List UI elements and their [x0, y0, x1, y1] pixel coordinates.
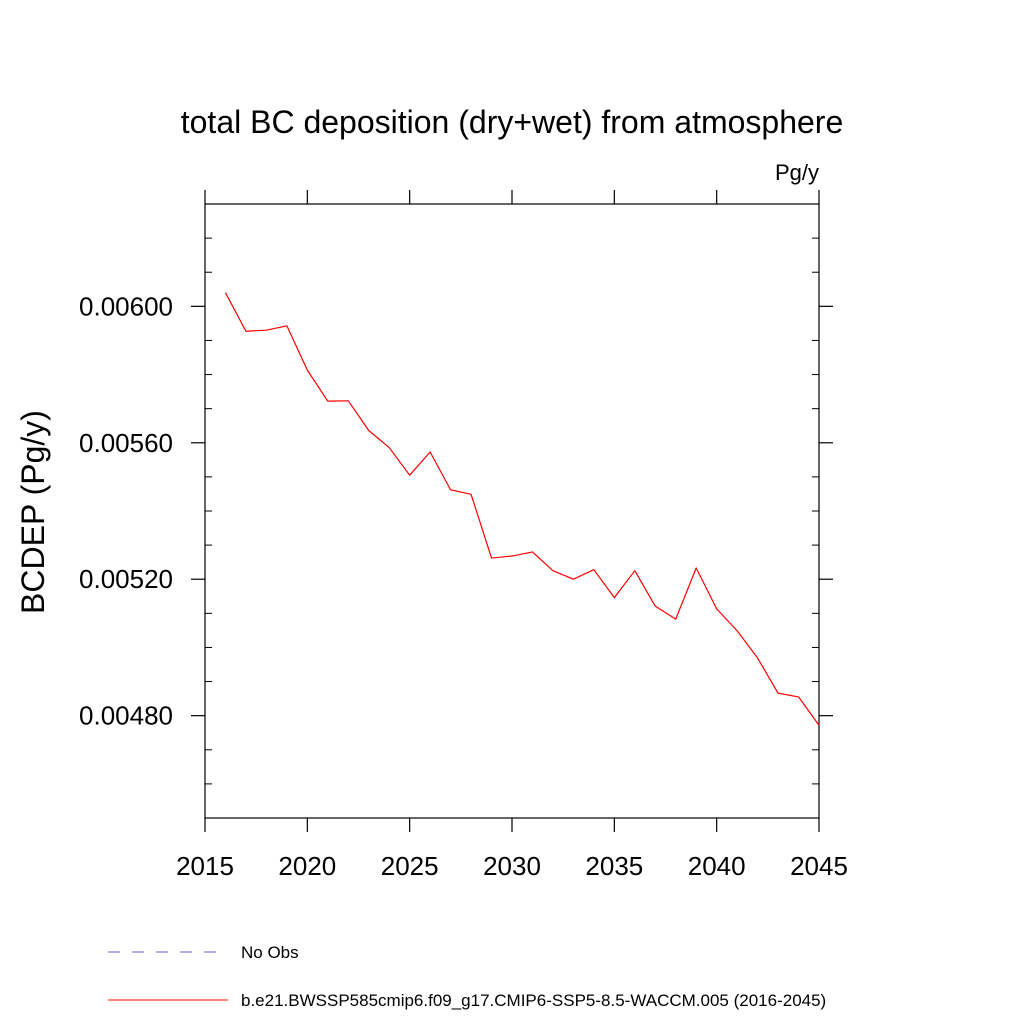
x-tick-label: 2040 — [688, 851, 746, 881]
series-layer — [224, 292, 820, 726]
legend-label: b.e21.BWSSP585cmip6.f09_g17.CMIP6-SSP5-8… — [241, 991, 826, 1010]
y-axis-label: BCDEP (Pg/y) — [15, 410, 51, 614]
ticks-layer — [191, 190, 833, 832]
x-tick-label: 2020 — [278, 851, 336, 881]
tick-labels-layer: 2015 2020 2025 2030 2035 2040 2045 0.00480 0.005… — [79, 291, 848, 881]
y-tick-label: 0.00600 — [79, 291, 173, 321]
y-tick-label: 0.00560 — [79, 428, 173, 458]
y-tick-label: 0.00520 — [79, 564, 173, 594]
x-tick-label: 2045 — [790, 851, 848, 881]
y-tick-label: 0.00480 — [79, 701, 173, 731]
plot-frame — [204, 203, 820, 819]
chart-title: total BC deposition (dry+wet) from atmos… — [181, 104, 844, 140]
legend: No Obs b.e21.BWSSP585cmip6.f09_g17.CMIP6-… — [108, 943, 826, 1010]
x-tick-label: 2030 — [483, 851, 541, 881]
legend-label: No Obs — [241, 943, 299, 962]
x-tick-label: 2015 — [176, 851, 234, 881]
units-label: Pg/y — [775, 160, 819, 185]
x-tick-label: 2035 — [585, 851, 643, 881]
x-tick-label: 2025 — [381, 851, 439, 881]
series-line — [224, 292, 820, 726]
